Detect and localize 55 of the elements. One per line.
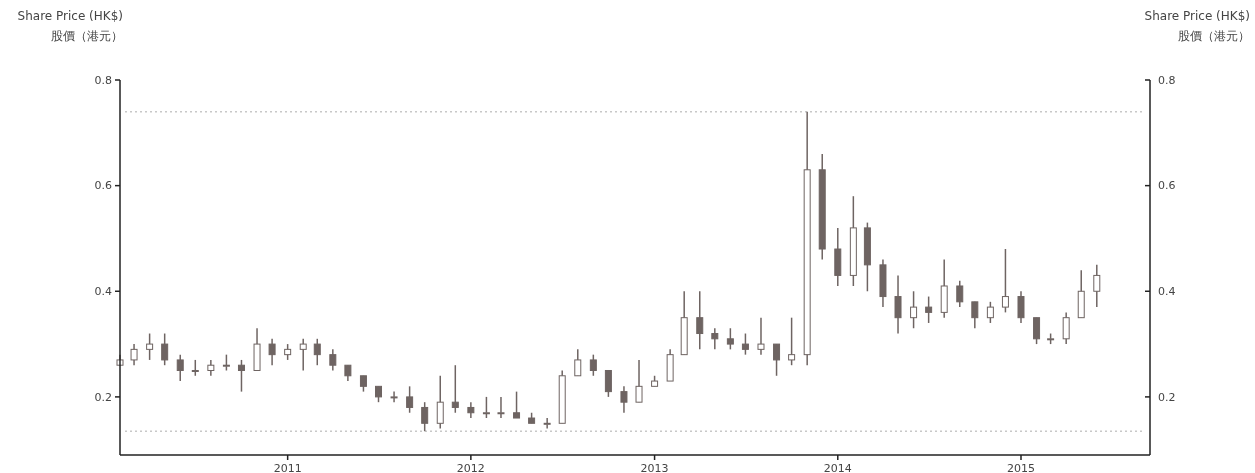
candlestick <box>971 301 979 329</box>
candlestick <box>543 417 551 430</box>
candlestick <box>421 401 429 432</box>
candlestick <box>726 327 734 351</box>
candlestick <box>482 396 490 419</box>
candlestick <box>711 327 719 351</box>
candlestick <box>757 316 765 356</box>
candlestick <box>146 332 154 361</box>
y-axis-title: Share Price (HK$) 股價（港元） <box>17 9 123 43</box>
candlestick <box>313 338 321 366</box>
candlestick <box>894 274 902 335</box>
candlestick <box>773 343 781 377</box>
y-tick-label: 0.6 <box>94 179 112 193</box>
candlestick <box>130 343 138 366</box>
candlestick <box>696 290 704 351</box>
candlestick <box>406 385 414 414</box>
candlestick <box>604 369 612 398</box>
x-tick-label: 2014 <box>823 462 852 473</box>
candlestick <box>956 279 964 308</box>
x-tick-label: 2011 <box>273 462 302 473</box>
candlestick <box>574 348 582 377</box>
candlestick <box>299 338 307 372</box>
candlestick <box>513 390 521 419</box>
y2-axis-title: Share Price (HK$) 股價（港元） <box>1144 9 1250 43</box>
y2-tick-label: 0.4 <box>1158 285 1176 299</box>
candlestick <box>176 353 184 382</box>
candlestick <box>986 301 994 324</box>
candlestick <box>451 364 459 414</box>
candlestick <box>925 295 933 324</box>
x-tick-label: 2012 <box>456 462 485 473</box>
candlestick <box>237 359 245 393</box>
candlestick <box>1001 248 1009 314</box>
candlestick <box>1062 311 1070 345</box>
candlestick <box>788 316 796 366</box>
y-tick-label: 0.8 <box>94 73 112 87</box>
candlestick <box>268 338 276 366</box>
candlestick <box>436 375 444 430</box>
candlestick <box>1093 264 1101 308</box>
x-tick-label: 2013 <box>640 462 669 473</box>
candlestick <box>329 348 337 372</box>
candlestick <box>910 290 918 329</box>
y2-tick-label: 0.6 <box>1158 179 1176 193</box>
y-tick-label: 0.2 <box>94 390 112 404</box>
candlestick <box>635 359 643 403</box>
candlestick <box>620 385 628 414</box>
y2-tick-label: 0.8 <box>1158 73 1176 87</box>
y-tick-label: 0.4 <box>94 285 112 299</box>
candlestick <box>497 396 505 419</box>
x-tick-label: 2015 <box>1007 462 1035 473</box>
y2-tick-label: 0.2 <box>1158 390 1176 404</box>
candlestick <box>1033 316 1041 345</box>
candlestick <box>161 332 169 366</box>
candlestick <box>741 332 749 356</box>
candlestick <box>1017 290 1025 324</box>
candlestick <box>589 353 597 377</box>
